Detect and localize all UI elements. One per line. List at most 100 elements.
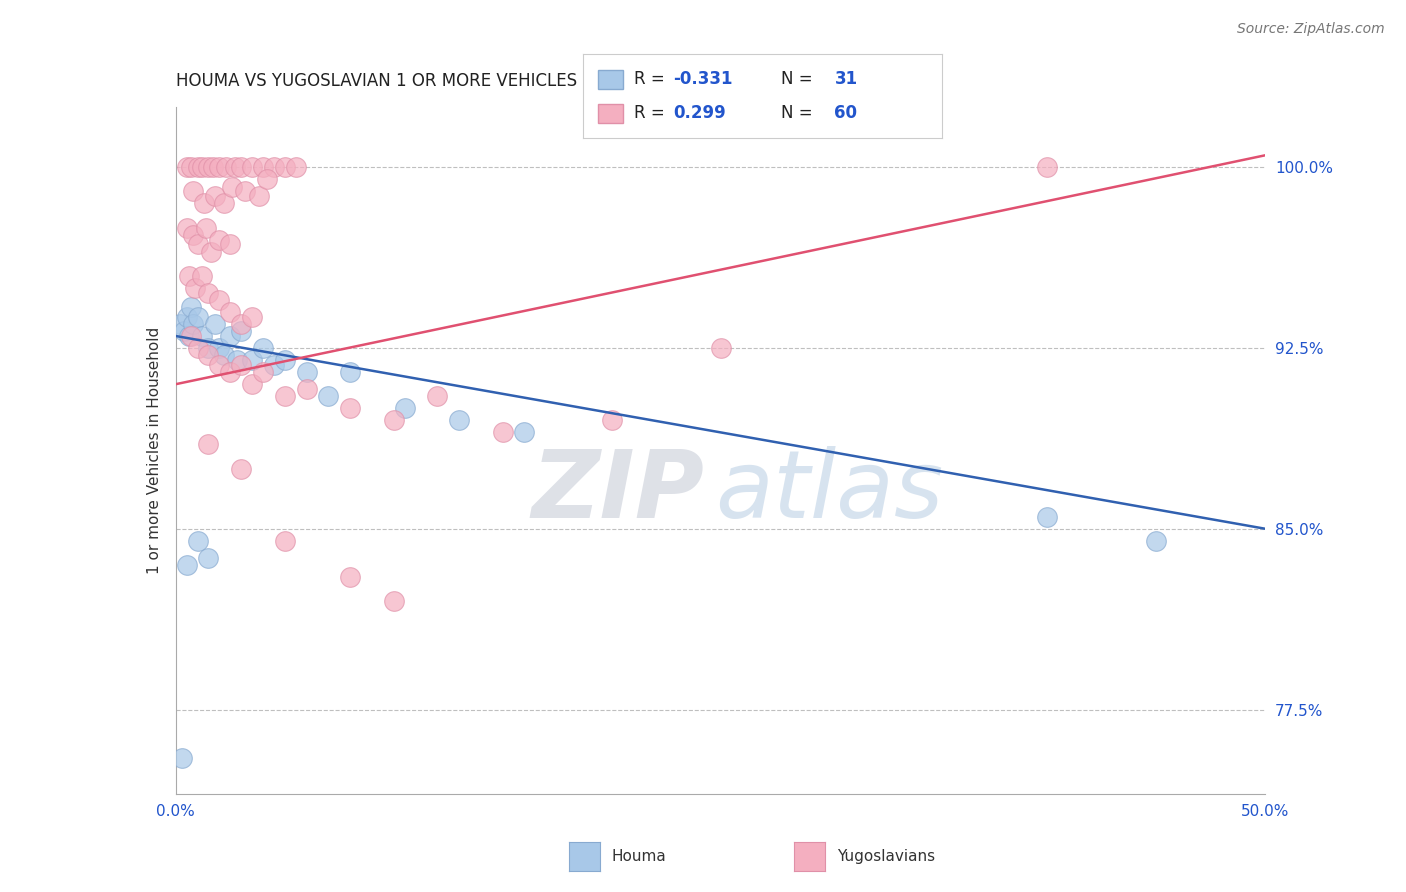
Point [263,161,285,175]
Text: -0.331: -0.331 [673,70,733,88]
Text: Yugoslavians: Yugoslavians [837,849,935,863]
Point [177,268,200,283]
Point [200,244,222,259]
Point [180,329,202,343]
Point [256,172,278,186]
Point [295,365,318,379]
Text: N =: N = [780,70,817,88]
Point [193,196,215,211]
Point [295,382,318,396]
Point [191,329,214,343]
Point [197,348,219,362]
Point [212,196,235,211]
Point [176,558,198,572]
Point [339,365,361,379]
Point [274,533,297,548]
Point [231,161,253,175]
Point [191,161,214,175]
Point [231,317,253,331]
Point [447,413,470,427]
Point [208,233,231,247]
Point [173,324,195,338]
Text: Source: ZipAtlas.com: Source: ZipAtlas.com [1237,22,1385,37]
Point [240,161,263,175]
Point [252,341,274,355]
Point [710,341,733,355]
Text: N =: N = [780,103,817,122]
Point [181,317,204,331]
Point [186,341,209,355]
Point [426,389,449,403]
Point [1036,161,1059,175]
Point [204,317,226,331]
Point [176,161,198,175]
Point [219,329,242,343]
Point [219,305,242,319]
Y-axis label: 1 or more Vehicles in Household: 1 or more Vehicles in Household [146,326,162,574]
Point [197,550,219,565]
Point [252,161,274,175]
Point [195,220,218,235]
Point [513,425,536,440]
Point [247,189,270,203]
Point [240,353,263,368]
FancyBboxPatch shape [598,104,623,123]
Point [318,389,340,403]
Point [231,461,253,475]
Point [176,220,198,235]
Point [191,268,214,283]
Text: 31: 31 [834,70,858,88]
Text: R =: R = [634,70,669,88]
Point [180,300,202,314]
Point [181,227,204,242]
Point [284,161,307,175]
Point [382,413,405,427]
Point [339,401,361,416]
Point [177,329,200,343]
Point [208,161,231,175]
Point [1146,533,1168,548]
Point [208,293,231,307]
Point [186,237,209,252]
Point [197,285,219,300]
Point [184,281,207,295]
Point [186,310,209,324]
Point [180,161,202,175]
Point [263,358,285,372]
Point [219,237,242,252]
Text: atlas: atlas [716,446,943,537]
Point [600,413,623,427]
Point [197,161,219,175]
Point [240,310,263,324]
Point [176,310,198,324]
Point [394,401,416,416]
Point [1036,509,1059,524]
Text: 0.299: 0.299 [673,103,725,122]
Point [212,348,235,362]
Point [197,341,219,355]
Point [208,358,231,372]
Point [221,179,243,194]
Point [231,358,253,372]
Text: ZIP: ZIP [531,446,704,538]
Point [231,324,253,338]
Point [339,570,361,584]
Point [235,185,257,199]
Point [224,161,246,175]
Point [172,750,194,764]
Point [382,594,405,608]
Text: R =: R = [634,103,669,122]
Point [225,353,247,368]
Point [197,437,219,451]
Point [274,161,297,175]
FancyBboxPatch shape [598,70,623,89]
Point [186,161,209,175]
Point [492,425,515,440]
Point [204,189,226,203]
Point [240,377,263,392]
Point [201,161,224,175]
Point [274,389,297,403]
Text: HOUMA VS YUGOSLAVIAN 1 OR MORE VEHICLES IN HOUSEHOLD CORRELATION CHART: HOUMA VS YUGOSLAVIAN 1 OR MORE VEHICLES … [176,72,896,90]
Text: Houma: Houma [612,849,666,863]
Point [219,365,242,379]
